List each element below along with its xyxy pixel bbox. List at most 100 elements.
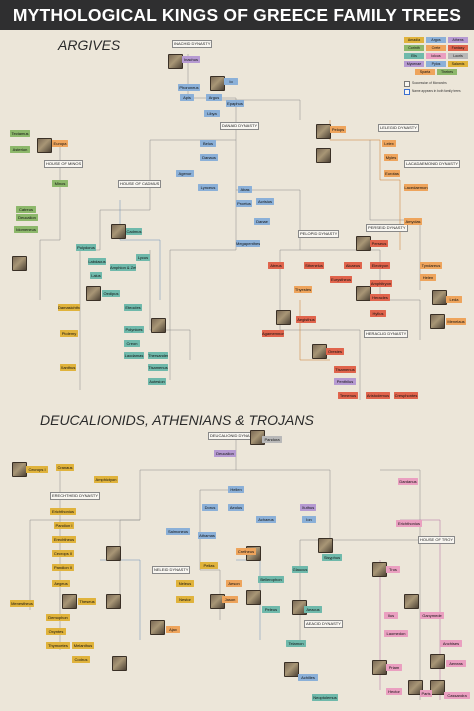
node-peleus: Peleus [262, 606, 280, 613]
node-ilus: Ilus [384, 612, 398, 619]
portrait-ganymede [404, 594, 419, 609]
node-paris: Paris [420, 690, 432, 697]
portrait-oedipus [86, 286, 101, 301]
node-theseus: Theseus [78, 598, 96, 605]
node-neoptolemus: Neoptolemus [312, 694, 338, 701]
portrait-priam [372, 660, 387, 675]
node-menestheus: Menestheus [10, 600, 34, 607]
node-myles: Myles [384, 154, 398, 161]
portrait-sisyphus [318, 538, 333, 553]
node-apis: Apis [180, 94, 194, 101]
portrait-peleus [246, 590, 261, 605]
node-agamemnon: Agamemnon [262, 330, 284, 337]
node-sisyphus: Sisyphus [322, 554, 342, 561]
portrait-perseus [356, 236, 371, 251]
node-cranaus: Cranaus [56, 464, 74, 471]
node-pandion-ii: Pandion II [52, 564, 74, 571]
portrait-cecrops [12, 462, 27, 477]
node-ptolemy: Ptolemy [60, 330, 78, 337]
node-atreus: Atreus [268, 262, 284, 269]
node-lacedaemon: Lacedaemon [404, 184, 428, 191]
dynasty-label-danaid: DANAID DYNASTY [220, 122, 260, 130]
node-jason: Jason [222, 596, 238, 603]
node-thyestes: Thyestes [294, 286, 312, 293]
node-tyndareus: Tyndareus [420, 262, 442, 269]
node-idomeneus: Idomeneus [14, 226, 38, 233]
node-io: Io [224, 78, 238, 85]
node-minos: Minos [52, 180, 68, 187]
node-acrisius: Acrisius [256, 198, 274, 205]
legend-swatch: Crete [426, 45, 446, 51]
legend-swatch: Fantasy [448, 45, 468, 51]
node-inachus: Inachus [182, 56, 200, 63]
node-creon: Creon [124, 340, 140, 347]
node-pandion-i: Pandion I [54, 522, 74, 529]
node-erichthonius-troy: Erichthonius [396, 520, 422, 527]
portrait-theseus [62, 594, 77, 609]
node-athamas: Athamas [198, 532, 216, 539]
dynasty-label-cadmus: HOUSE OF CADMUS [118, 180, 162, 188]
legend-swatch: Iolcus [426, 53, 446, 59]
node-agenor: Agenor [176, 170, 194, 177]
node-amphitryon: Amphitryon [370, 280, 392, 287]
node-tectamus: Tectamus [10, 130, 30, 137]
node-tisamenus-thebes: Tisamenus [148, 364, 168, 371]
dynasty-label-lacadaemonid: LACADAEMONID DYNASTY [404, 160, 461, 168]
portrait-atreus [316, 148, 331, 163]
node-deucalion-crete: Deucalion [16, 214, 38, 221]
node-pelops: Pelops [330, 126, 346, 133]
legend-swatch: Mycenae [404, 61, 424, 67]
node-pandora: Pandora [262, 436, 282, 443]
dynasty-label-erechtheid: ERECHTHEID DYNASTY [50, 492, 101, 500]
node-libya: Libya [204, 110, 220, 117]
dynasty-label-troy: HOUSE OF TROY [418, 536, 456, 544]
node-labdacus: Labdacus [88, 258, 106, 265]
node-hector: Hector [386, 688, 402, 695]
portrait-paris [408, 680, 423, 695]
legend-swatch: Sparta [415, 69, 435, 75]
node-ion: Ion [302, 516, 316, 523]
portrait-cadmus [111, 224, 126, 239]
node-cecrops-ii: Cecrops II [52, 550, 74, 557]
legend-swatch: Salamis [448, 61, 468, 67]
portrait-homer [112, 656, 127, 671]
legend-both-trees-note: Name appears in both family trees [412, 89, 461, 93]
node-polydorus: Polydorus [76, 244, 96, 251]
node-cresphontes: Cresphontes [394, 392, 418, 399]
node-perseus: Perseus [370, 240, 388, 247]
node-salmoneus: Salmoneus [166, 528, 190, 535]
node-phoroneus: Phoroneus [178, 84, 200, 91]
node-belus: Belus [200, 140, 216, 147]
portrait-inachus [168, 54, 183, 69]
node-danae: Danae [254, 218, 270, 225]
node-thymoetes: Thymoetes [46, 642, 70, 649]
portrait-pelops [316, 124, 331, 139]
dynasty-label-perseid: PERSEID DYNASTY [366, 224, 408, 232]
node-helen: Helen [420, 274, 436, 281]
node-catreus: Catreus [16, 206, 36, 213]
node-achaeus: Achaeus [256, 516, 276, 523]
node-aeolus: Aeolus [228, 504, 244, 511]
node-electryon: Electryon [370, 262, 390, 269]
node-amphictyon: Amphictyon [94, 476, 118, 483]
node-ganymede: Ganymede [420, 612, 444, 619]
node-abas: Abas [238, 186, 252, 193]
node-laius: Laius [90, 272, 102, 279]
node-xuthus: Xuthus [300, 504, 316, 511]
portrait-antigone [151, 318, 166, 333]
node-aegisthus: Aegisthus [296, 316, 316, 323]
legend-swatch: Amadia [404, 37, 424, 43]
node-polynices: Polynices [124, 326, 144, 333]
node-laodamas: Laodamas [124, 352, 144, 359]
dynasty-label-pelopid: PELOPID DYNASTY [298, 230, 340, 238]
node-dardanus: Dardanus [398, 478, 418, 485]
node-temenus: Temenus [338, 392, 358, 399]
node-menelaus: Menelaus [446, 318, 466, 325]
node-eurotas: Eurotas [384, 170, 400, 177]
node-nestor: Nestor [176, 596, 194, 603]
node-oxyntes: Oxyntes [46, 628, 66, 635]
node-cassandra: Cassandra [444, 692, 470, 699]
node-megapenthes: Megapenthes [236, 240, 260, 247]
section-heading-deucalionids: DEUCALIONIDS, ATHENIANS & TROJANS [40, 412, 314, 428]
